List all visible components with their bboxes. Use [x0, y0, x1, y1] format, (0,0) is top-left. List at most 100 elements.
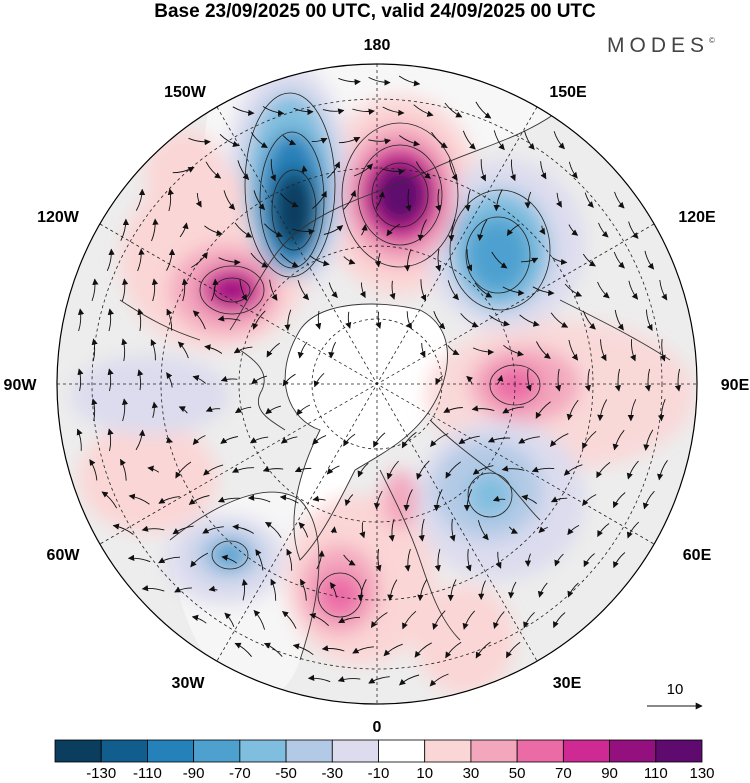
wind-arrow	[232, 523, 254, 534]
colorbar-label: -90	[183, 765, 205, 782]
wind-arrow	[282, 135, 297, 146]
wind-arrow	[567, 524, 580, 536]
map-title: Base 23/09/2025 00 UTC, valid 24/09/2025…	[154, 1, 596, 22]
wind-arrow	[520, 257, 539, 264]
wind-arrow	[552, 612, 566, 629]
wind-arrow	[270, 159, 276, 182]
colorbar-swatch	[378, 739, 426, 763]
wind-arrow	[568, 161, 578, 179]
wind-arrow	[612, 429, 625, 451]
wind-arrow	[359, 282, 366, 299]
wind-arrow	[121, 278, 129, 302]
wind-arrow	[567, 582, 579, 598]
wind-arrow	[292, 228, 315, 235]
lon-label-90w: 90W	[4, 377, 38, 394]
wind-arrow	[388, 518, 395, 542]
wind-arrow	[525, 369, 532, 392]
wind-arrow	[353, 163, 373, 177]
wind-arrow	[361, 224, 368, 236]
wind-arrow	[501, 465, 525, 472]
wind-arrow	[253, 609, 266, 630]
wind-arrow	[447, 280, 459, 301]
lon-label-120e: 120E	[678, 209, 716, 226]
wind-arrow	[447, 579, 457, 602]
core-pos-nw-max	[214, 278, 250, 302]
wind-arrow	[76, 428, 83, 451]
wind-arrow	[643, 429, 654, 451]
core-neg-north-max	[272, 170, 316, 250]
wind-arrow	[251, 375, 268, 385]
wind-arrow	[506, 641, 521, 659]
wind-arrow	[188, 137, 211, 146]
wind-arrow	[205, 406, 221, 412]
wind-arrow	[179, 222, 189, 238]
wind-arrow	[326, 465, 340, 475]
wind-arrow	[538, 526, 548, 534]
colorbar-label: 110	[644, 765, 668, 782]
wind-arrow	[357, 462, 369, 478]
wind-arrow	[282, 611, 297, 629]
wind-arrow	[487, 436, 511, 443]
wind-arrow	[458, 435, 480, 445]
wind-arrow	[417, 579, 428, 602]
wind-arrow	[657, 399, 666, 422]
wind-arrow	[327, 161, 340, 179]
wind-arrow	[463, 489, 473, 512]
wind-arrow	[316, 550, 325, 570]
wind-arrow	[626, 521, 640, 539]
colorbar-swatch	[193, 739, 241, 763]
core-pos-south	[318, 573, 362, 617]
wind-arrow	[127, 554, 151, 563]
wind-arrow	[554, 553, 564, 567]
wind-arrow	[597, 281, 610, 299]
wind-arrow	[343, 256, 356, 265]
wind-arrow	[247, 494, 271, 503]
wind-arrow	[474, 282, 493, 298]
wind-arrow	[462, 130, 476, 150]
colorbar-label: -130	[86, 765, 116, 782]
wind-arrow	[292, 643, 314, 656]
wind-arrow	[89, 459, 98, 481]
wind-arrow	[191, 251, 208, 268]
wind-arrow	[563, 464, 583, 476]
wind-arrow	[449, 518, 456, 542]
wind-arrow	[220, 375, 238, 382]
wind-arrow	[582, 494, 597, 506]
wind-arrow	[232, 106, 255, 116]
wind-arrow	[141, 585, 165, 592]
wind-arrow	[128, 493, 150, 505]
wind-arrow	[211, 278, 219, 301]
wind-arrow	[322, 108, 345, 115]
wind-arrow	[644, 250, 655, 270]
colorbar-swatch	[54, 739, 102, 763]
wind-arrow	[279, 494, 299, 504]
wind-arrow	[120, 218, 130, 241]
mid-pos-center	[382, 470, 418, 530]
wind-arrow	[262, 466, 284, 473]
wind-arrow	[121, 398, 129, 422]
wind-arrow	[218, 257, 241, 266]
wind-arrow	[237, 160, 250, 181]
wind-arrow	[221, 554, 238, 564]
wind-arrow	[204, 344, 223, 354]
wind-arrow	[386, 223, 401, 237]
wind-arrow	[219, 133, 240, 147]
wind-arrow	[282, 373, 296, 387]
wind-arrow	[262, 106, 285, 117]
wind-arrow	[628, 221, 639, 239]
wind-arrow	[178, 406, 188, 414]
wind-arrow	[120, 458, 127, 481]
wind-arrow	[549, 433, 569, 447]
wind-arrow	[297, 280, 310, 301]
wind-arrow	[387, 579, 398, 602]
wind-arrow	[382, 168, 405, 175]
wind-arrow	[539, 225, 546, 235]
lon-label-150w: 150W	[164, 84, 207, 101]
wind-arrow	[383, 643, 403, 657]
wind-arrow	[502, 406, 524, 414]
wind-arrow	[613, 251, 625, 269]
wind-arrow	[644, 368, 651, 392]
wind-arrow	[264, 521, 282, 538]
wind-arrow	[280, 436, 298, 444]
halo-neg-west	[70, 355, 230, 435]
